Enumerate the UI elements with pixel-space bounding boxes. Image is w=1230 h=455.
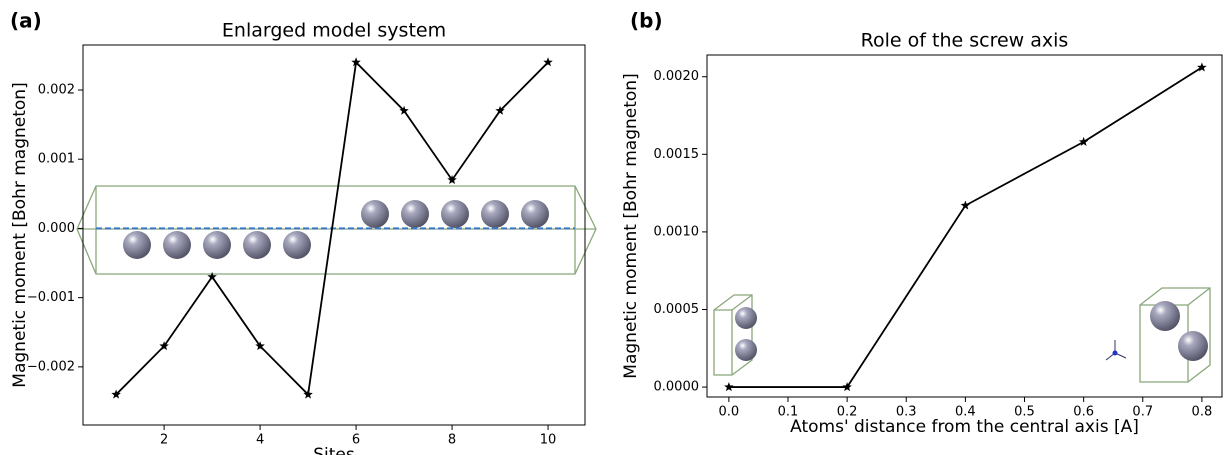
- plot-frame: [707, 55, 1222, 397]
- chart-title: Enlarged model system: [222, 20, 446, 42]
- cell-illustration: [714, 288, 1210, 382]
- y-tick-label: 0.000: [38, 221, 75, 236]
- y-tick-label: 0.0005: [654, 302, 700, 317]
- x-tick-label: 6: [352, 433, 360, 448]
- x-tick-label: 0.1: [778, 405, 799, 420]
- figure: (a) Enlarged model system Sites Magnetic mo…: [0, 0, 1230, 455]
- x-axis-label: Sites: [313, 445, 355, 455]
- panel-label: (a): [10, 9, 42, 33]
- x-tick-label: 8: [448, 433, 456, 448]
- panel-label: (b): [630, 9, 663, 33]
- x-tick-label: 0.0: [719, 405, 740, 420]
- x-tick-label: 0.4: [955, 405, 976, 420]
- x-tick-label: 4: [256, 433, 264, 448]
- marker: [961, 201, 971, 210]
- y-axis-label: Magnetic moment [Bohr magneton]: [621, 73, 641, 378]
- x-tick-label: 0.3: [896, 405, 917, 420]
- x-tick-label: 0.8: [1192, 405, 1213, 420]
- y-tick-label: 0.002: [38, 82, 75, 97]
- x-tick-label: 0.6: [1073, 405, 1094, 420]
- y-tick-label: −0.001: [27, 290, 75, 305]
- x-tick-label: 0.2: [837, 405, 858, 420]
- marker: [207, 272, 217, 281]
- y-tick-label: 0.001: [38, 152, 75, 167]
- y-tick-label: 0.0000: [654, 380, 700, 395]
- x-tick-label: 2: [160, 433, 168, 448]
- y-tick-label: 0.0015: [654, 147, 700, 162]
- y-tick-label: 0.0020: [654, 69, 700, 84]
- x-tick-label: 10: [540, 433, 557, 448]
- data-line: [729, 67, 1202, 387]
- y-tick-label: −0.002: [27, 359, 75, 374]
- y-tick-label: 0.0010: [654, 224, 700, 239]
- x-tick-label: 0.7: [1132, 405, 1153, 420]
- x-tick-label: 0.5: [1014, 405, 1035, 420]
- x-axis-label: Atoms' distance from the central axis [A…: [790, 417, 1139, 437]
- marker: [724, 382, 734, 391]
- chart-title: Role of the screw axis: [861, 30, 1069, 52]
- y-axis-label: Magnetic moment [Bohr magneton]: [10, 82, 30, 387]
